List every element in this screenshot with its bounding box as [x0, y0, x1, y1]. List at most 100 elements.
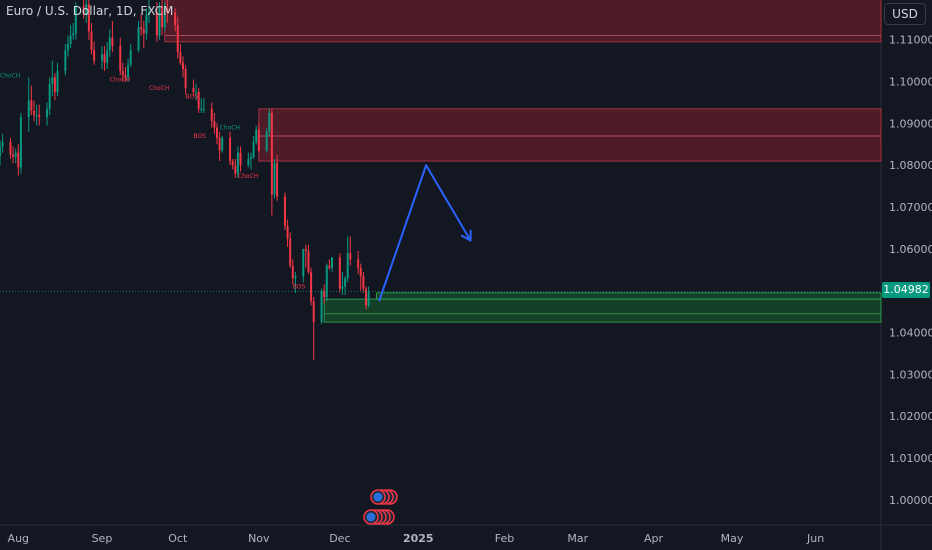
candle-body — [218, 138, 221, 151]
candle-body — [359, 267, 362, 277]
demand-zone — [375, 292, 882, 300]
y-tick-label: 1.10000 — [889, 76, 932, 89]
candle-body — [202, 108, 205, 110]
x-tick-label: 2025 — [403, 532, 434, 545]
candle-body — [341, 286, 344, 289]
candle-body — [121, 71, 124, 76]
candle-body — [100, 54, 103, 61]
y-tick-label: 1.11000 — [889, 34, 932, 47]
structure-annotation: BOS — [186, 93, 199, 100]
candle-body — [192, 87, 195, 93]
candle-body — [367, 291, 370, 306]
candle-body — [72, 33, 75, 36]
candle-body — [140, 27, 143, 30]
candle-body — [268, 112, 271, 132]
x-tick-label: Nov — [248, 532, 270, 545]
economic-event-icon-core — [373, 492, 383, 502]
structure-annotation: BOS — [293, 284, 306, 291]
candle-body — [276, 163, 279, 197]
currency-button[interactable]: USD — [884, 3, 926, 25]
candle-body — [48, 83, 51, 109]
candle-body — [346, 253, 349, 279]
candle-body — [53, 77, 56, 93]
projection-arrowhead — [460, 234, 472, 242]
candle-body — [119, 46, 122, 72]
y-tick-label: 1.08000 — [889, 159, 932, 172]
candle-body — [252, 142, 255, 157]
candle-body — [155, 12, 158, 36]
y-tick-label: 1.04000 — [889, 327, 932, 340]
candle-body — [66, 43, 69, 51]
candle-body — [328, 265, 331, 268]
candle-body — [200, 108, 203, 110]
candle-body — [289, 238, 292, 266]
candle-body — [304, 248, 307, 251]
structure-annotation: ChoCH — [238, 173, 258, 180]
candle-body — [106, 50, 109, 63]
candle-body — [14, 152, 17, 157]
candle-body — [32, 110, 35, 116]
x-tick-label: Aug — [8, 532, 29, 545]
candle-body — [145, 14, 148, 34]
candle-body — [35, 115, 38, 117]
candle-body — [231, 161, 234, 166]
candle-body — [210, 108, 213, 122]
candle-body — [307, 250, 310, 272]
candle-body — [166, 8, 169, 13]
y-tick-label: 1.01000 — [889, 452, 932, 465]
candle-body — [142, 29, 145, 34]
candle-body — [19, 117, 22, 168]
candle-body — [82, 6, 85, 15]
candle-body — [46, 108, 49, 118]
candle-body — [249, 156, 252, 159]
candle-body — [257, 129, 260, 151]
candle-body — [17, 152, 20, 168]
y-tick-label: 1.00000 — [889, 494, 932, 507]
candle-body — [344, 278, 347, 287]
x-tick-label: May — [721, 532, 744, 545]
candle-body — [362, 276, 365, 289]
candle-body — [51, 77, 54, 84]
structure-annotation: BOS — [193, 133, 206, 140]
candle-body — [56, 71, 59, 93]
candle-body — [291, 265, 294, 279]
candle-body — [1, 142, 4, 147]
candle-body — [38, 115, 41, 118]
candle-body — [331, 257, 334, 268]
candle-body — [148, 12, 151, 15]
y-tick-label: 1.02000 — [889, 410, 932, 423]
candle-body — [270, 112, 273, 195]
candle-body — [320, 290, 323, 323]
candle-body — [127, 64, 130, 78]
candle-body — [349, 253, 352, 260]
candle-body — [197, 92, 200, 109]
candle-body — [338, 257, 341, 289]
y-tick-label: 1.03000 — [889, 368, 932, 381]
candle-body — [30, 100, 33, 111]
x-tick-label: Mar — [567, 532, 588, 545]
candle-body — [0, 146, 1, 157]
structure-annotation: ChoCH — [157, 0, 177, 2]
candle-body — [283, 196, 286, 226]
chart-title: Euro / U.S. Dollar, 1D, FXCM — [6, 4, 174, 18]
economic-event-icon-core — [366, 512, 376, 522]
y-tick-label: 1.07000 — [889, 201, 932, 214]
x-tick-label: Apr — [644, 532, 664, 545]
candle-body — [364, 288, 367, 306]
x-tick-label: Jun — [806, 532, 824, 545]
candle-body — [213, 121, 216, 128]
candle-body — [179, 52, 182, 63]
candle-body — [108, 37, 111, 51]
candle-body — [323, 290, 326, 298]
candle-body — [163, 8, 166, 28]
candle-body — [174, 12, 177, 26]
candle-body — [312, 301, 315, 323]
candle-body — [12, 154, 15, 157]
x-tick-label: Oct — [168, 532, 188, 545]
last-price-label: 1.04982 — [882, 282, 930, 298]
candle-body — [221, 138, 224, 151]
structure-annotation: ChoCH — [149, 85, 169, 92]
y-tick-label: 1.09000 — [889, 117, 932, 130]
